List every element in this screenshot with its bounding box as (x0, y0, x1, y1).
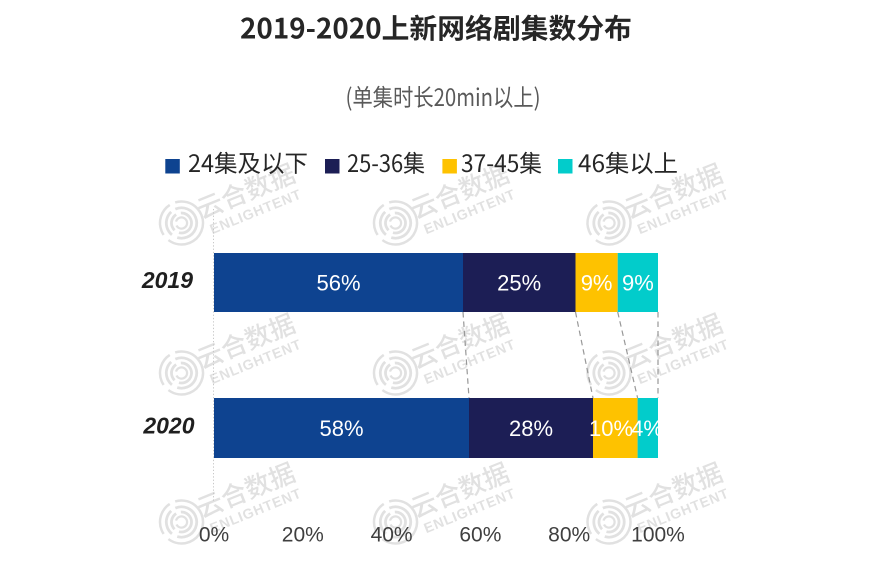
svg-text:80%: 80% (548, 524, 590, 547)
svg-text:58%: 58% (319, 416, 363, 441)
svg-text:60%: 60% (459, 524, 501, 547)
svg-text:10%: 10% (589, 416, 633, 441)
svg-text:2019: 2019 (141, 267, 193, 293)
svg-text:100%: 100% (631, 524, 685, 547)
svg-text:9%: 9% (622, 271, 654, 296)
svg-text:2020: 2020 (142, 413, 194, 439)
svg-text:4%: 4% (631, 416, 663, 441)
svg-text:40%: 40% (371, 524, 413, 547)
svg-text:28%: 28% (509, 416, 553, 441)
svg-text:20%: 20% (282, 524, 324, 547)
svg-text:25%: 25% (497, 271, 541, 296)
svg-text:9%: 9% (581, 271, 613, 296)
svg-text:56%: 56% (316, 271, 360, 296)
svg-text:0%: 0% (199, 524, 229, 547)
